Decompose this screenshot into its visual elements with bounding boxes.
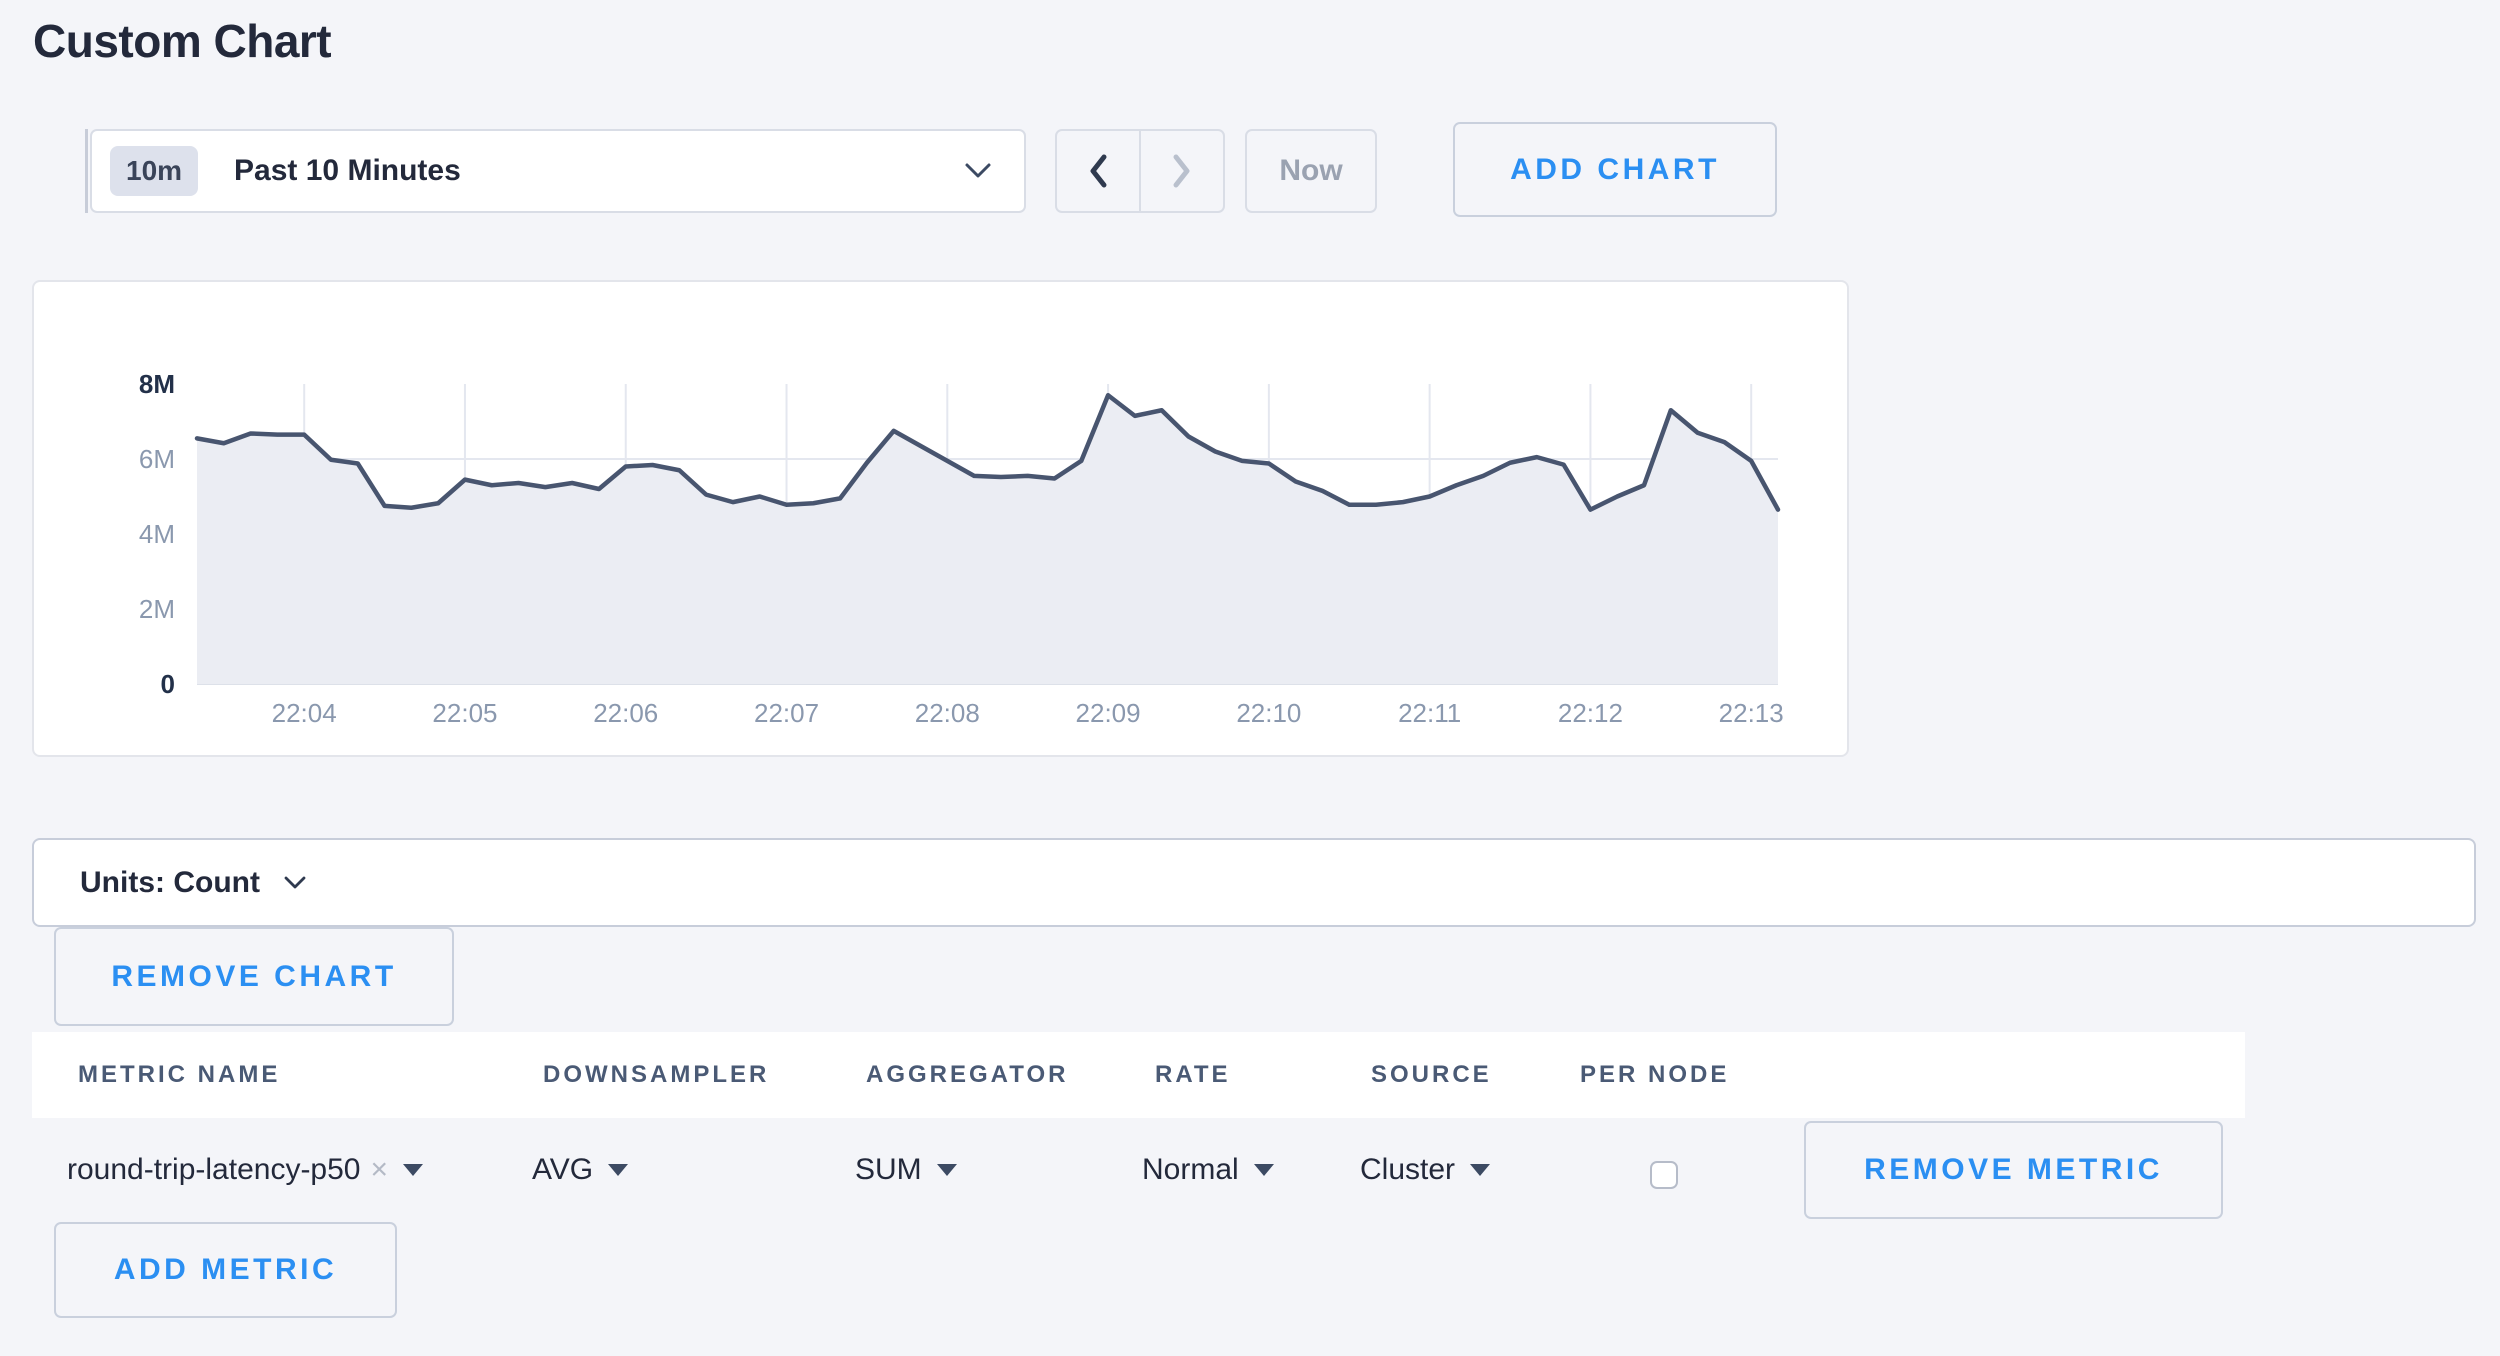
add-metric-button[interactable]: ADD METRIC bbox=[54, 1222, 397, 1318]
chevron-left-icon bbox=[1090, 154, 1107, 188]
metrics-table-header: METRIC NAME DOWNSAMPLER AGGREGATOR RATE … bbox=[32, 1032, 2245, 1118]
chevron-right-icon bbox=[1173, 154, 1190, 188]
column-source: SOURCE bbox=[1371, 1061, 1492, 1088]
metric-name-dropdown[interactable]: round-trip-latency-p50 × bbox=[67, 1140, 424, 1200]
svg-text:22:08: 22:08 bbox=[915, 698, 980, 728]
custom-chart-svg: 0 2M 4M 6M 8M 22:04 22:05 22:06 22:07 22:08 22:09 2… bbox=[139, 369, 1784, 728]
caret-down-icon bbox=[1253, 1164, 1274, 1176]
svg-text:22:05: 22:05 bbox=[432, 698, 497, 728]
rate-value: Normal bbox=[1142, 1153, 1239, 1186]
svg-text:22:10: 22:10 bbox=[1236, 698, 1301, 728]
units-select[interactable]: Units: Count bbox=[32, 838, 2476, 927]
svg-text:22:11: 22:11 bbox=[1398, 698, 1461, 728]
caret-down-icon bbox=[1470, 1164, 1491, 1176]
column-downsampler: DOWNSAMPLER bbox=[543, 1061, 770, 1088]
column-rate: RATE bbox=[1155, 1061, 1231, 1088]
svg-text:22:07: 22:07 bbox=[754, 698, 819, 728]
now-button[interactable]: Now bbox=[1245, 129, 1377, 213]
remove-metric-button[interactable]: REMOVE METRIC bbox=[1804, 1121, 2223, 1219]
caret-down-icon bbox=[936, 1164, 957, 1176]
chevron-down-icon bbox=[284, 876, 306, 890]
caret-down-icon bbox=[403, 1164, 424, 1176]
downsampler-value: AVG bbox=[532, 1153, 594, 1186]
svg-text:6M: 6M bbox=[139, 444, 175, 474]
time-range-label: Past 10 Minutes bbox=[234, 154, 461, 187]
prev-time-button[interactable] bbox=[1057, 131, 1139, 211]
next-time-button[interactable] bbox=[1139, 131, 1223, 211]
svg-text:2M: 2M bbox=[139, 594, 175, 624]
page-title: Custom Chart bbox=[33, 15, 332, 67]
chart-card: 0 2M 4M 6M 8M 22:04 22:05 22:06 22:07 22:08 22:09 2… bbox=[32, 280, 1849, 757]
svg-text:22:09: 22:09 bbox=[1076, 698, 1141, 728]
caret-down-icon bbox=[608, 1164, 629, 1176]
svg-text:22:12: 22:12 bbox=[1558, 698, 1623, 728]
column-aggregator: AGGREGATOR bbox=[866, 1061, 1069, 1088]
aggregator-dropdown[interactable]: SUM bbox=[855, 1140, 957, 1200]
remove-chart-button[interactable]: REMOVE CHART bbox=[54, 927, 454, 1026]
units-label: Units: Count bbox=[80, 865, 260, 899]
svg-text:22:13: 22:13 bbox=[1719, 698, 1784, 728]
time-range-badge: 10m bbox=[110, 146, 199, 196]
remove-tag-x-icon[interactable]: × bbox=[370, 1153, 389, 1186]
per-node-checkbox[interactable] bbox=[1650, 1161, 1678, 1189]
rate-dropdown[interactable]: Normal bbox=[1142, 1140, 1274, 1200]
svg-text:22:06: 22:06 bbox=[593, 698, 658, 728]
time-range-select[interactable]: 10m Past 10 Minutes bbox=[90, 129, 1026, 213]
column-metric-name: METRIC NAME bbox=[78, 1061, 281, 1088]
svg-text:22:04: 22:04 bbox=[272, 698, 337, 728]
metric-name-value: round-trip-latency-p50 bbox=[67, 1153, 361, 1186]
svg-text:8M: 8M bbox=[139, 369, 175, 399]
aggregator-value: SUM bbox=[855, 1153, 922, 1186]
time-pager bbox=[1055, 129, 1225, 213]
add-chart-button[interactable]: ADD CHART bbox=[1453, 122, 1777, 217]
source-value: Cluster bbox=[1360, 1153, 1456, 1186]
chevron-down-icon bbox=[964, 162, 992, 180]
downsampler-dropdown[interactable]: AVG bbox=[532, 1140, 629, 1200]
svg-text:0: 0 bbox=[161, 669, 175, 699]
column-per-node: PER NODE bbox=[1580, 1061, 1730, 1088]
source-dropdown[interactable]: Cluster bbox=[1360, 1140, 1491, 1200]
svg-text:4M: 4M bbox=[139, 519, 175, 549]
toolbar-accent-divider bbox=[85, 129, 88, 213]
